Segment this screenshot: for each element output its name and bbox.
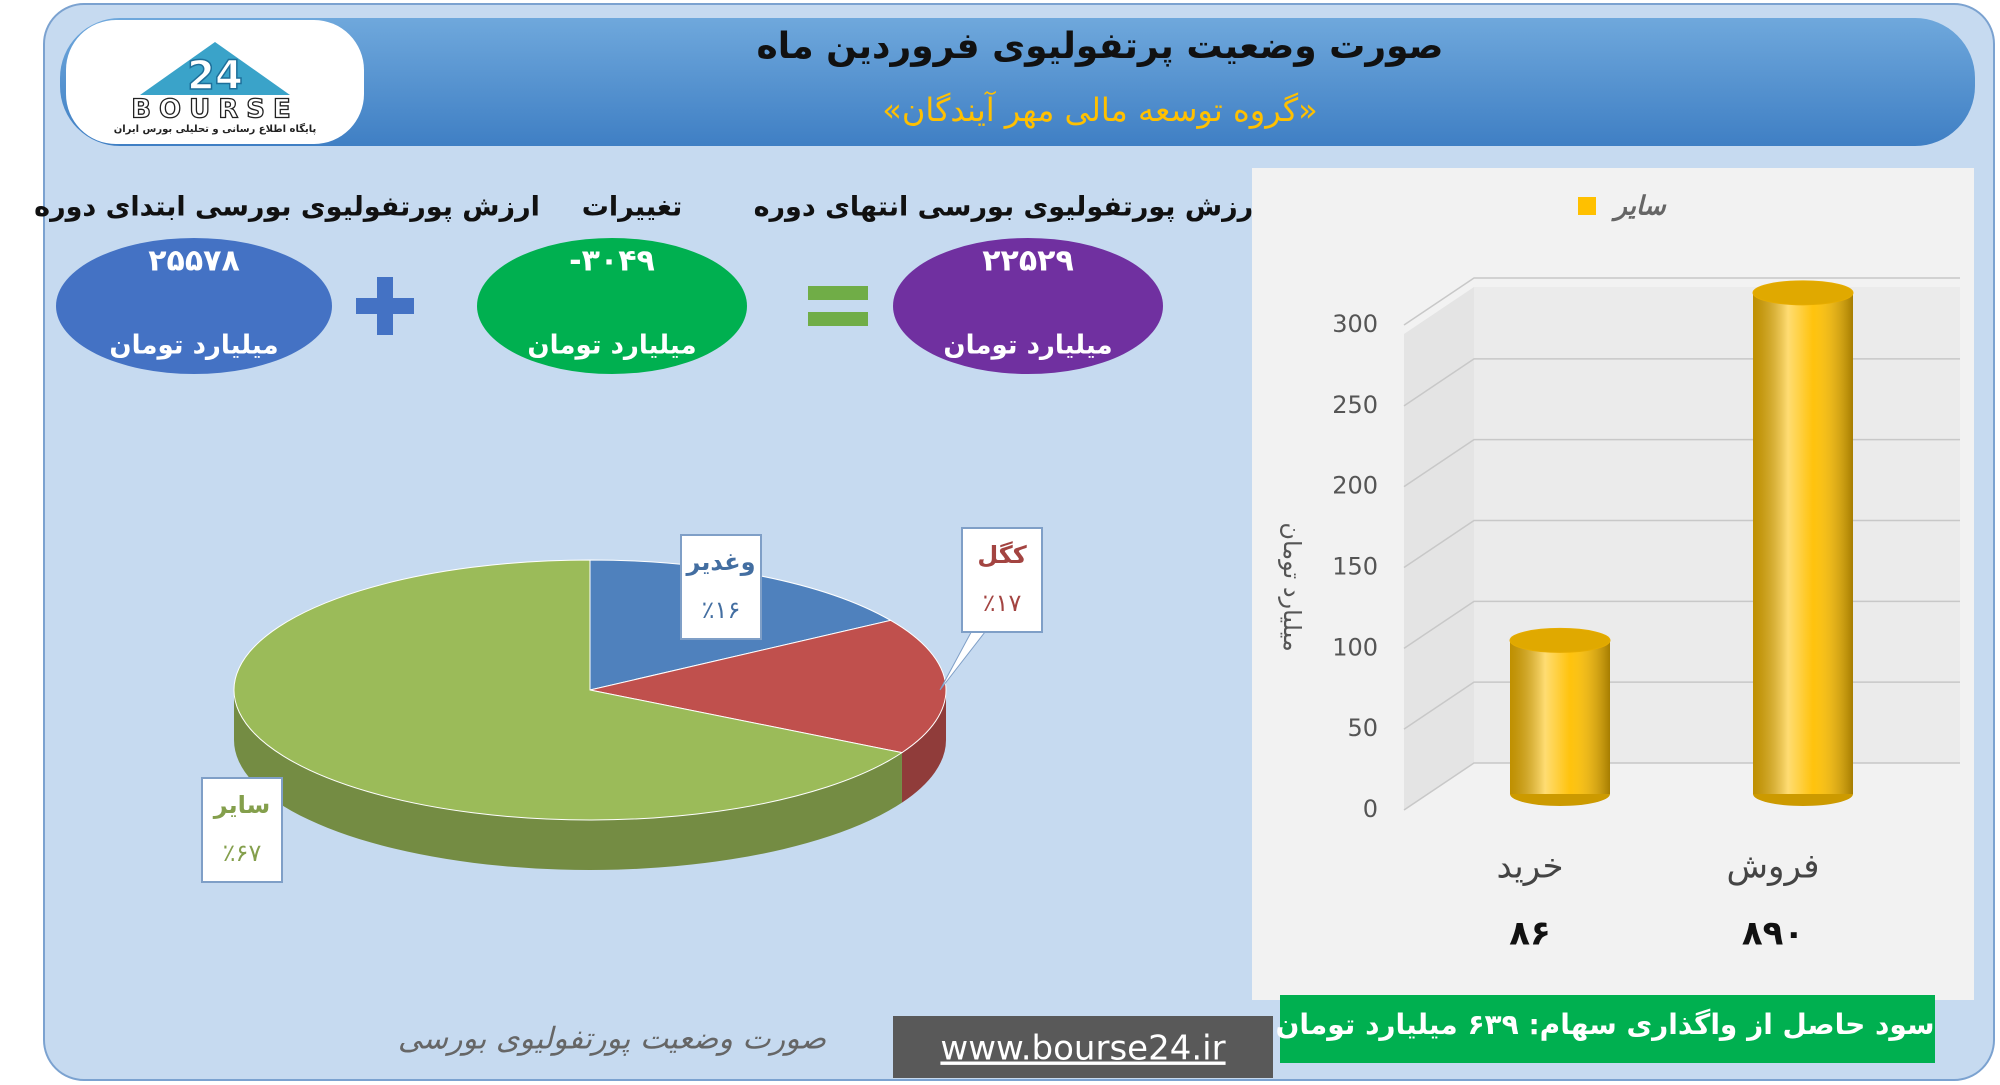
x-tick-label: خرید (1496, 847, 1563, 887)
summary-ellipse (893, 238, 1163, 374)
logo-number: 24 (187, 53, 243, 99)
bar-top (1509, 627, 1611, 653)
logo-tagline: پایگاه اطلاع رسانی و تحلیلی بورس ایران (114, 122, 317, 135)
slice-label: کگل (977, 541, 1026, 569)
legend-swatch (1578, 197, 1596, 215)
logo-name: BOURSE (131, 95, 299, 125)
bar-annotation: ۸۹۰ (1742, 914, 1804, 954)
y-tick-label: 150 (1332, 553, 1378, 581)
bar-shade (1753, 292, 1853, 794)
grid-line (1403, 277, 1960, 326)
y-tick-label: 50 (1347, 714, 1378, 742)
summary-label: تغییرات (582, 192, 683, 223)
equals-sign (808, 286, 868, 326)
side-wall (1404, 287, 1474, 810)
plus-sign (356, 277, 414, 335)
pie-slice (233, 559, 904, 821)
slice-label: سایر (213, 791, 271, 819)
slice-value: ٪۱۶ (702, 596, 741, 624)
pie-slice (589, 619, 947, 754)
slice-label: وغدیر (685, 548, 755, 576)
y-tick-label: 0 (1363, 795, 1378, 823)
label-box (201, 777, 283, 883)
summary-unit: میلیارد تومان (527, 331, 696, 361)
slice-value: ٪۶۷ (223, 839, 262, 867)
legend-label: سایر (1610, 192, 1667, 222)
header-banner (60, 18, 1975, 146)
y-tick-label: 100 (1332, 633, 1378, 661)
subtitle: «گروه توسعه مالی مهر آیندگان» (882, 90, 1317, 129)
pie-side (901, 690, 946, 803)
title: صورت وضعیت پرتفولیوی فروردین ماه (757, 26, 1444, 67)
label-box (680, 534, 762, 640)
y-tick-label: 300 (1332, 310, 1378, 338)
bar-annotation: ۸۶ (1509, 914, 1551, 954)
caption: صورت وضعیت پورتفولیوی بورسی (398, 1022, 827, 1057)
profit-box (1280, 995, 1935, 1063)
summary-value: ۲۲۵۲۹ (982, 244, 1074, 279)
y-tick-label: 200 (1332, 472, 1378, 500)
summary-value: -۳۰۴۹ (569, 244, 655, 279)
summary-unit: میلیارد تومان (943, 331, 1112, 361)
url-box (893, 1016, 1273, 1078)
y-axis-title: میلیارد تومان (1278, 522, 1306, 651)
slice-value: ٪۱۷ (983, 589, 1022, 617)
x-tick-label: فروش (1727, 847, 1820, 887)
summary-label: ارزش پورتفولیوی بورسی انتهای دوره (754, 192, 1263, 223)
summary-ellipse (477, 238, 747, 374)
summary-label: ارزش پورتفولیوی بورسی ابتدای دوره (34, 192, 540, 223)
label-box (961, 527, 1043, 633)
pie-side (234, 690, 902, 871)
leader-line (939, 624, 986, 691)
summary-value: ۲۵۵۷۸ (148, 244, 240, 279)
summary-ellipse (56, 238, 332, 374)
y-tick-label: 250 (1332, 391, 1378, 419)
bar-top (1752, 280, 1854, 306)
profit-text: سود حاصل از واگذاری سهام: ۶۳۹ میلیارد تو… (1276, 1008, 1935, 1041)
url[interactable]: www.bourse24.ir (940, 1029, 1225, 1069)
bar-shade (1510, 640, 1610, 794)
logo-roof (140, 42, 290, 95)
summary-unit: میلیارد تومان (109, 331, 278, 361)
